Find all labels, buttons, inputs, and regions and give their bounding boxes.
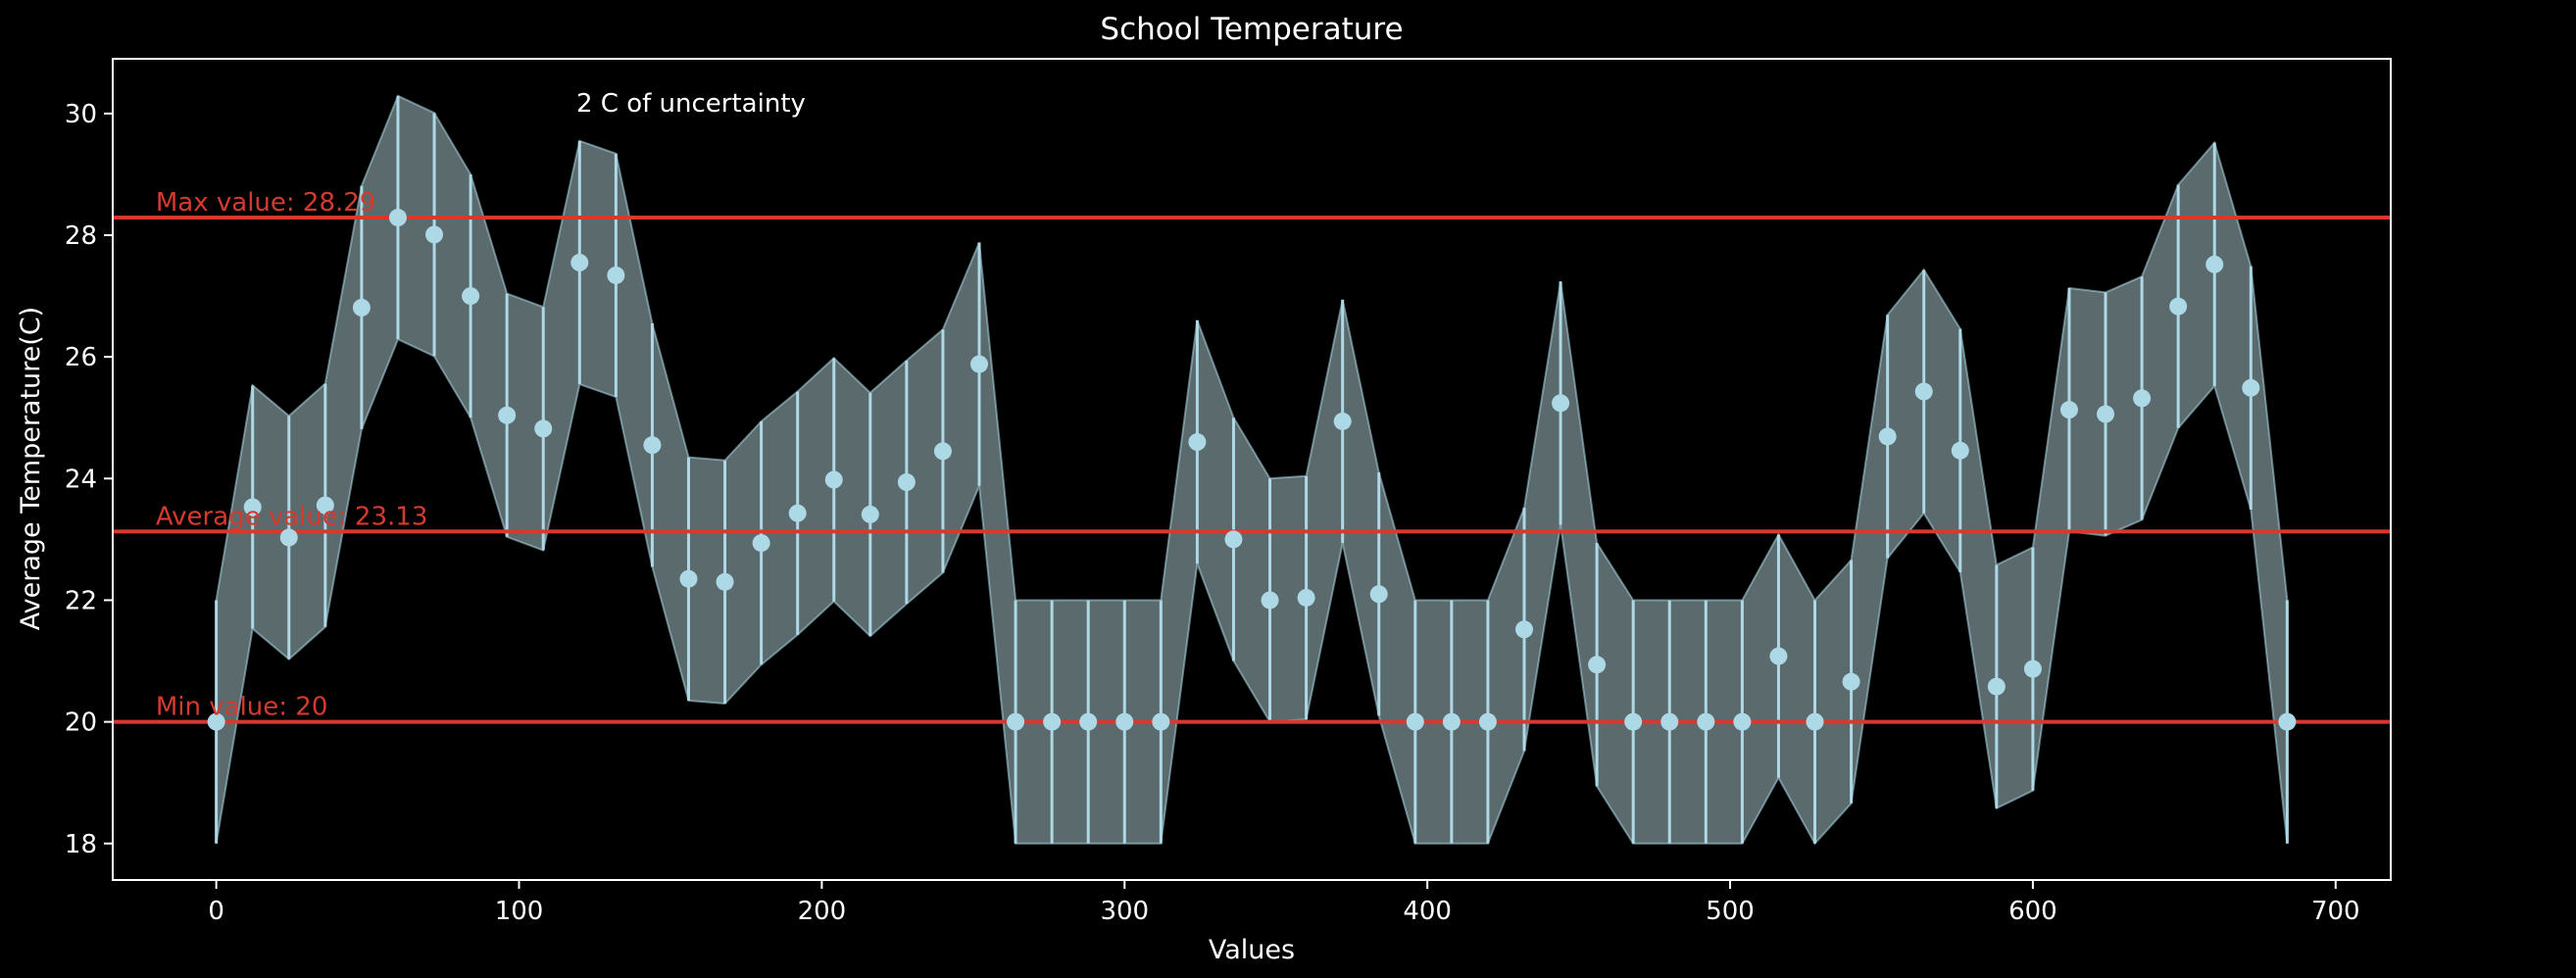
data-point bbox=[1152, 712, 1170, 731]
data-point bbox=[679, 569, 698, 588]
data-point bbox=[1987, 677, 2006, 696]
data-point bbox=[970, 355, 989, 373]
data-point bbox=[243, 498, 262, 516]
data-point bbox=[462, 287, 480, 306]
data-point bbox=[1333, 412, 1352, 430]
data-point bbox=[1697, 712, 1715, 731]
data-point bbox=[2205, 255, 2224, 273]
data-point bbox=[570, 253, 589, 271]
data-point bbox=[1842, 672, 1860, 691]
data-point bbox=[534, 419, 553, 438]
data-point bbox=[861, 505, 879, 523]
x-tick-label: 300 bbox=[1100, 897, 1149, 926]
data-point bbox=[279, 528, 298, 547]
data-point bbox=[824, 470, 843, 489]
x-tick-label: 600 bbox=[2008, 897, 2057, 926]
x-tick-label: 400 bbox=[1403, 897, 1452, 926]
plot-frame bbox=[112, 58, 2392, 881]
data-point bbox=[425, 225, 444, 244]
hline-label-2: Min value: 20 bbox=[156, 693, 328, 722]
y-tick-label: 18 bbox=[65, 830, 97, 859]
data-point bbox=[1406, 712, 1424, 731]
data-point bbox=[352, 298, 371, 317]
data-point bbox=[1588, 656, 1607, 674]
data-point bbox=[1914, 382, 1933, 401]
data-point bbox=[2059, 401, 2078, 419]
x-axis-label: Values bbox=[1209, 935, 1295, 965]
data-point bbox=[1733, 712, 1752, 731]
uncertainty-annotation: 2 C of uncertainty bbox=[576, 89, 806, 119]
hline-label-0: Max value: 28.29 bbox=[156, 188, 376, 218]
data-point bbox=[1224, 530, 1243, 549]
data-point bbox=[1369, 585, 1388, 604]
data-point bbox=[1261, 591, 1279, 610]
data-point bbox=[1079, 712, 1098, 731]
x-tick-label: 200 bbox=[798, 897, 847, 926]
y-tick-label: 22 bbox=[65, 586, 97, 615]
data-point bbox=[1951, 441, 1969, 460]
data-point bbox=[1552, 394, 1570, 413]
plot-area: Max value: 28.29 Average value: 23.13 Min … bbox=[113, 94, 2391, 846]
y-tick-label: 26 bbox=[65, 343, 97, 372]
data-point bbox=[1624, 712, 1643, 731]
data-point bbox=[1188, 433, 1207, 452]
x-tick-label: 500 bbox=[1706, 897, 1755, 926]
data-point bbox=[2133, 389, 2152, 408]
data-point bbox=[207, 712, 225, 731]
data-point bbox=[1806, 712, 1824, 731]
data-point bbox=[1043, 712, 1062, 731]
data-point bbox=[607, 266, 625, 284]
data-point bbox=[897, 473, 916, 492]
data-point bbox=[1660, 712, 1679, 731]
data-point bbox=[643, 436, 662, 455]
data-point bbox=[1297, 588, 1315, 607]
data-point bbox=[1514, 620, 1533, 639]
y-tick-label: 24 bbox=[65, 465, 97, 494]
data-point bbox=[2097, 405, 2115, 423]
data-point bbox=[1878, 427, 1897, 446]
data-point bbox=[1442, 712, 1461, 731]
chart-title: School Temperature bbox=[1100, 12, 1403, 47]
y-axis-label: Average Temperature(C) bbox=[16, 307, 46, 630]
data-point bbox=[316, 496, 334, 514]
data-point bbox=[716, 572, 734, 591]
data-point bbox=[498, 406, 517, 424]
hline-label-1: Average value: 23.13 bbox=[156, 502, 428, 531]
uncertainty-band bbox=[215, 94, 2289, 846]
data-point bbox=[2278, 712, 2297, 731]
x-tick-label: 100 bbox=[495, 897, 544, 926]
data-point bbox=[1007, 712, 1025, 731]
y-tick-label: 30 bbox=[65, 100, 97, 129]
data-point bbox=[788, 504, 807, 522]
data-point bbox=[1115, 712, 1134, 731]
data-point bbox=[1478, 712, 1497, 731]
x-tick-label: 700 bbox=[2311, 897, 2360, 926]
data-point bbox=[388, 209, 407, 227]
data-point bbox=[2169, 297, 2188, 316]
x-tick-label: 0 bbox=[208, 897, 224, 926]
data-point bbox=[933, 442, 952, 461]
data-point bbox=[2242, 378, 2260, 397]
data-point bbox=[1769, 647, 1788, 665]
y-tick-label: 20 bbox=[65, 709, 97, 738]
y-tick-label: 28 bbox=[65, 221, 97, 251]
data-point bbox=[2023, 660, 2042, 678]
data-point bbox=[752, 534, 770, 553]
